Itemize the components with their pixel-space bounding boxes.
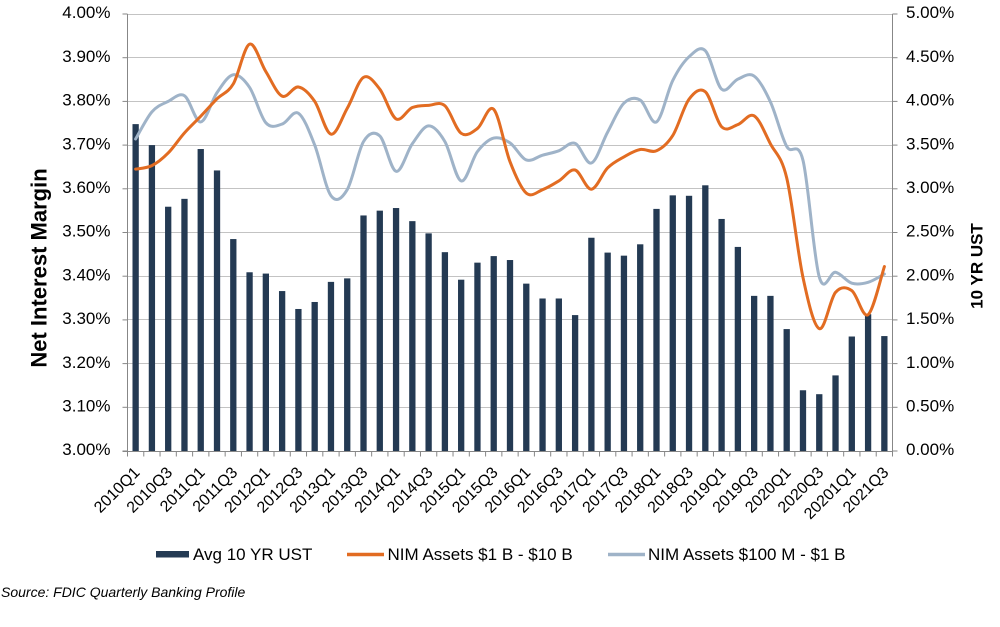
- svg-text:4.50%: 4.50%: [906, 47, 954, 66]
- svg-text:NIM Assets $100 M - $1 B: NIM Assets $100 M - $1 B: [648, 545, 845, 564]
- svg-text:NIM Assets $1 B - $10 B: NIM Assets $1 B - $10 B: [388, 545, 573, 564]
- svg-text:3.60%: 3.60%: [62, 178, 110, 197]
- svg-text:3.20%: 3.20%: [62, 353, 110, 372]
- svg-text:2.50%: 2.50%: [906, 222, 954, 241]
- svg-text:Net Interest Margin: Net Interest Margin: [27, 168, 52, 367]
- svg-text:0.50%: 0.50%: [906, 397, 954, 416]
- svg-text:3.10%: 3.10%: [62, 397, 110, 416]
- svg-text:1.50%: 1.50%: [906, 309, 954, 328]
- svg-text:0.00%: 0.00%: [906, 440, 954, 459]
- svg-text:Avg 10 YR UST: Avg 10 YR UST: [193, 545, 312, 564]
- svg-text:3.00%: 3.00%: [62, 440, 110, 459]
- svg-text:5.00%: 5.00%: [906, 3, 954, 22]
- svg-text:4.00%: 4.00%: [906, 91, 954, 110]
- svg-text:Source: FDIC Quarterly Banking: Source: FDIC Quarterly Banking Profile: [1, 584, 246, 600]
- svg-text:1.00%: 1.00%: [906, 353, 954, 372]
- svg-text:3.50%: 3.50%: [906, 134, 954, 153]
- svg-text:3.90%: 3.90%: [62, 47, 110, 66]
- svg-text:3.00%: 3.00%: [906, 178, 954, 197]
- svg-text:3.40%: 3.40%: [62, 265, 110, 284]
- svg-text:3.70%: 3.70%: [62, 134, 110, 153]
- svg-text:3.30%: 3.30%: [62, 309, 110, 328]
- svg-text:10 YR UST: 10 YR UST: [968, 223, 987, 309]
- svg-text:3.50%: 3.50%: [62, 222, 110, 241]
- svg-text:3.80%: 3.80%: [62, 91, 110, 110]
- svg-text:4.00%: 4.00%: [62, 3, 110, 22]
- svg-text:2.00%: 2.00%: [906, 265, 954, 284]
